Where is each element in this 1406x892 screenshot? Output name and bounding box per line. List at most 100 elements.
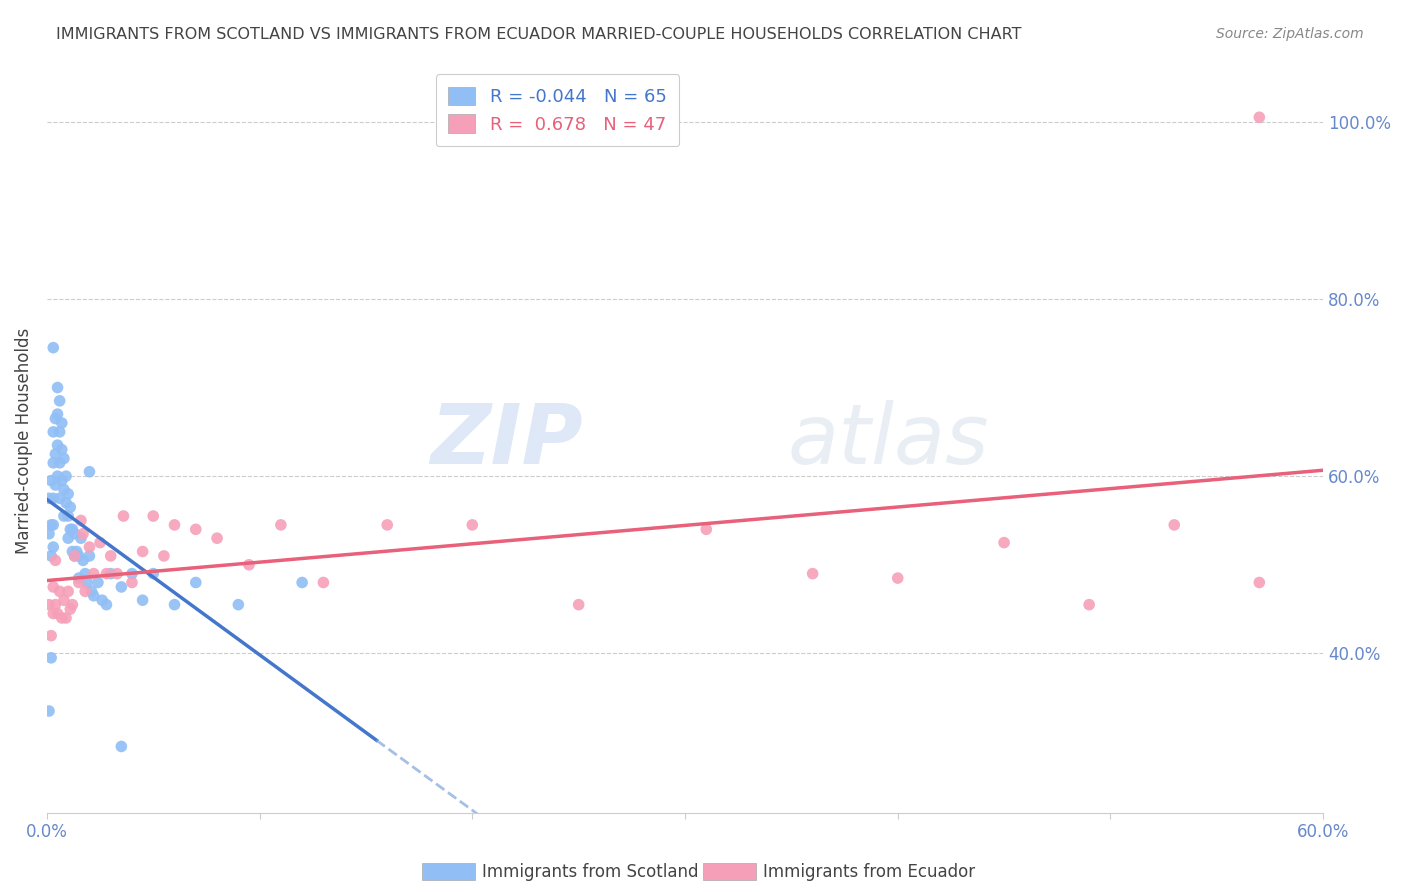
Point [46, 469, 69, 483]
Point [67, 549, 90, 563]
Point [52, 509, 75, 524]
Point [66, 544, 89, 558]
Text: Immigrants from Scotland: Immigrants from Scotland [482, 863, 699, 881]
Point [568, 598, 591, 612]
Point [42, 491, 65, 506]
Point [184, 522, 207, 536]
Text: Immigrants from Ecuador: Immigrants from Ecuador [763, 863, 976, 881]
Text: Source: ZipAtlas.com: Source: ZipAtlas.com [1216, 27, 1364, 41]
Point [163, 598, 186, 612]
Point [110, 580, 132, 594]
Point [205, 531, 228, 545]
Point [131, 593, 153, 607]
Point [38, 704, 60, 718]
Point [42, 540, 65, 554]
Point [38, 598, 60, 612]
Point [993, 535, 1015, 549]
Point [55, 469, 77, 483]
Point [70, 513, 93, 527]
Point [76, 575, 98, 590]
Point [801, 566, 824, 581]
Point [52, 593, 75, 607]
Point [72, 553, 94, 567]
Point [67, 571, 90, 585]
Point [62, 544, 84, 558]
Point [100, 549, 122, 563]
Point [1249, 575, 1271, 590]
Point [39, 629, 62, 643]
Point [75, 584, 97, 599]
Point [1249, 110, 1271, 124]
Point [63, 549, 86, 563]
Point [39, 517, 62, 532]
Point [56, 487, 79, 501]
Point [110, 739, 132, 754]
Point [42, 425, 65, 439]
Point [72, 526, 94, 541]
Point [39, 650, 62, 665]
Point [79, 549, 101, 563]
Point [51, 442, 73, 457]
Point [142, 566, 165, 581]
Point [51, 474, 73, 488]
Point [46, 607, 69, 621]
Point [63, 549, 86, 563]
Point [79, 540, 101, 554]
Point [270, 517, 292, 532]
Point [121, 575, 143, 590]
Point [42, 341, 65, 355]
Point [42, 517, 65, 532]
Point [48, 393, 70, 408]
Point [56, 531, 79, 545]
Point [52, 451, 75, 466]
Point [44, 478, 66, 492]
Point [59, 500, 82, 515]
Point [44, 411, 66, 425]
Point [39, 474, 62, 488]
Point [184, 575, 207, 590]
Point [375, 517, 398, 532]
Point [238, 558, 260, 572]
Point [89, 535, 111, 549]
Point [96, 566, 118, 581]
Point [44, 447, 66, 461]
Point [62, 522, 84, 536]
Point [312, 575, 335, 590]
Point [112, 509, 135, 524]
Point [48, 456, 70, 470]
Point [291, 575, 314, 590]
Point [48, 491, 70, 506]
Point [44, 553, 66, 567]
Text: ZIP: ZIP [430, 401, 583, 481]
Point [121, 566, 143, 581]
Point [56, 584, 79, 599]
Point [105, 566, 128, 581]
Point [67, 575, 90, 590]
Point [46, 438, 69, 452]
Point [1163, 517, 1185, 532]
Point [42, 456, 65, 470]
Point [886, 571, 908, 585]
Point [38, 526, 60, 541]
Point [80, 584, 103, 599]
Point [62, 598, 84, 612]
Legend: R = -0.044   N = 65, R =  0.678   N = 47: R = -0.044 N = 65, R = 0.678 N = 47 [436, 74, 679, 146]
Text: IMMIGRANTS FROM SCOTLAND VS IMMIGRANTS FROM ECUADOR MARRIED-COUPLE HOUSEHOLDS CO: IMMIGRANTS FROM SCOTLAND VS IMMIGRANTS F… [56, 27, 1022, 42]
Point [131, 544, 153, 558]
Point [87, 575, 110, 590]
Point [46, 407, 69, 421]
Point [153, 549, 176, 563]
Point [44, 598, 66, 612]
Point [70, 531, 93, 545]
Point [1078, 598, 1101, 612]
Text: atlas: atlas [787, 401, 988, 481]
Point [163, 517, 186, 532]
Point [75, 566, 97, 581]
Point [46, 380, 69, 394]
Point [79, 465, 101, 479]
Point [695, 522, 717, 536]
Point [51, 611, 73, 625]
Point [51, 416, 73, 430]
Point [83, 589, 105, 603]
Point [59, 522, 82, 536]
